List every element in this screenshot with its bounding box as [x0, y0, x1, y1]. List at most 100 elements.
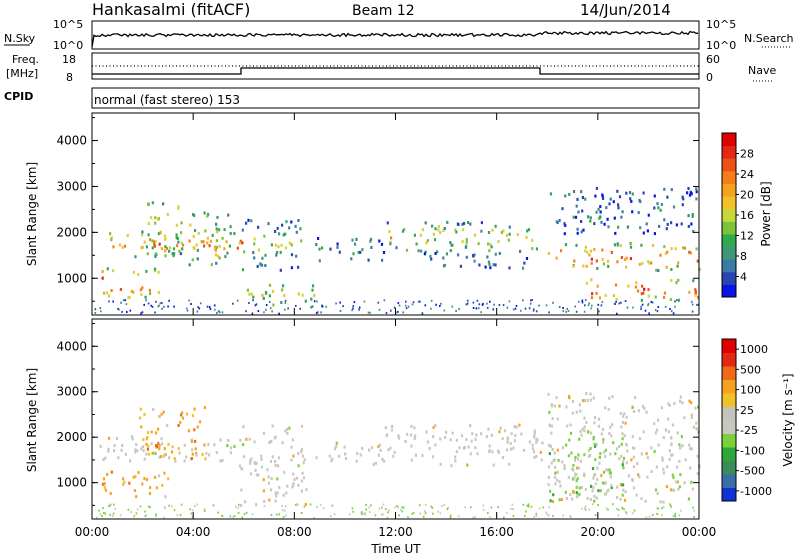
range-cell-9 [584, 249, 587, 253]
range-cell-11 [666, 222, 669, 226]
scatter-cell [255, 303, 258, 306]
range-cell-6 [550, 461, 553, 465]
range-cell-0 [192, 246, 195, 250]
range-cell-9 [623, 257, 627, 261]
scatter-cell [390, 309, 392, 312]
scatter-cell [263, 505, 266, 507]
range-cell-3 [301, 454, 305, 458]
range-cell-1 [103, 485, 106, 489]
range-cell-6 [654, 488, 658, 492]
range-cell-2 [163, 447, 166, 451]
range-cell-6 [551, 447, 554, 451]
scatter-cell [241, 516, 243, 519]
scatter-cell [310, 305, 313, 308]
scatter-cell [605, 507, 608, 510]
scatter-cell [510, 507, 512, 510]
velocity-ylabel: Slant Range [km] [25, 368, 39, 472]
range-cell-4 [284, 246, 288, 250]
range-cell-3 [262, 489, 265, 493]
range-cell-10 [694, 290, 697, 294]
range-cell-3 [206, 214, 209, 218]
range-cell-10 [694, 293, 697, 297]
range-cell-2 [180, 241, 183, 245]
scatter-cell [284, 514, 287, 517]
range-cell-3 [189, 223, 192, 227]
scatter-cell [645, 516, 648, 519]
range-cell-0 [208, 244, 211, 248]
range-cell-5 [310, 297, 313, 301]
range-cell-9 [586, 250, 589, 254]
scatter-cell [121, 310, 123, 313]
scatter-cell [263, 311, 265, 314]
range-cell-5 [533, 455, 536, 459]
range-cell-1 [137, 273, 140, 276]
range-cell-0 [203, 244, 206, 248]
date-label: 14/Jun/2014 [580, 1, 671, 19]
range-cell-4 [295, 254, 298, 258]
range-cell-0 [180, 231, 183, 235]
range-cell-5 [397, 436, 401, 440]
range-cell-3 [204, 229, 207, 233]
range-cell-4 [290, 266, 293, 270]
scatter-cell [140, 312, 142, 315]
range-cell-2 [154, 221, 157, 225]
range-cell-8 [690, 401, 693, 405]
range-cell-11 [647, 213, 650, 217]
noise-right-tick-top: 10^5 [706, 18, 736, 31]
range-cell-2 [175, 223, 178, 227]
range-cell-10 [697, 296, 700, 299]
freq-left-tick-top: 18 [62, 53, 76, 66]
range-cell-0 [107, 449, 110, 453]
range-cell-2 [177, 424, 180, 427]
range-cell-11 [663, 218, 666, 222]
range-cell-11 [687, 187, 690, 190]
scatter-cell [189, 508, 192, 511]
scatter-cell [527, 503, 530, 506]
range-cell-7 [417, 249, 420, 253]
scatter-cell [335, 302, 337, 305]
range-cell-6 [354, 242, 357, 246]
range-cell-8 [681, 401, 684, 405]
range-cell-6 [619, 483, 622, 487]
range-cell-0 [120, 448, 123, 452]
range-cell-10 [640, 292, 643, 296]
colorbar-tick-label: -100 [740, 444, 765, 457]
range-cell-0 [207, 443, 210, 446]
scatter-cell [527, 505, 530, 508]
scatter-cell [441, 504, 443, 507]
range-cell-4 [372, 463, 375, 466]
colorbar-swatch [722, 379, 736, 394]
scatter-cell [594, 514, 597, 517]
range-cell-6 [369, 239, 372, 243]
range-cell-7 [554, 471, 557, 475]
scatter-cell [674, 512, 676, 515]
range-cell-10 [642, 291, 645, 295]
ytick-label: 2000 [56, 225, 87, 239]
range-cell-11 [595, 186, 598, 190]
range-cell-6 [595, 443, 598, 446]
range-cell-7 [487, 231, 491, 234]
scatter-cell [478, 303, 481, 306]
range-cell-3 [301, 471, 304, 475]
range-cell-11 [581, 196, 584, 199]
noise-sky-label: N.Sky [4, 32, 36, 45]
range-cell-7 [602, 470, 605, 474]
scatter-cell [333, 513, 336, 516]
range-cell-5 [513, 439, 516, 443]
range-cell-6 [565, 496, 568, 500]
freq-unit-label: [MHz] [6, 67, 38, 80]
range-cell-8 [594, 416, 597, 420]
range-cell-2 [177, 240, 180, 244]
range-cell-7 [614, 452, 617, 456]
range-cell-6 [696, 454, 699, 458]
colorbar-swatch [722, 170, 736, 184]
scatter-cell [313, 300, 316, 303]
range-cell-8 [583, 425, 586, 429]
range-cell-6 [671, 473, 674, 477]
range-cell-6 [315, 243, 318, 247]
range-cell-3 [249, 461, 252, 465]
range-cell-1 [122, 477, 125, 481]
range-cell-0 [99, 444, 102, 448]
scatter-cell [157, 305, 160, 308]
scatter-cell [237, 503, 240, 506]
